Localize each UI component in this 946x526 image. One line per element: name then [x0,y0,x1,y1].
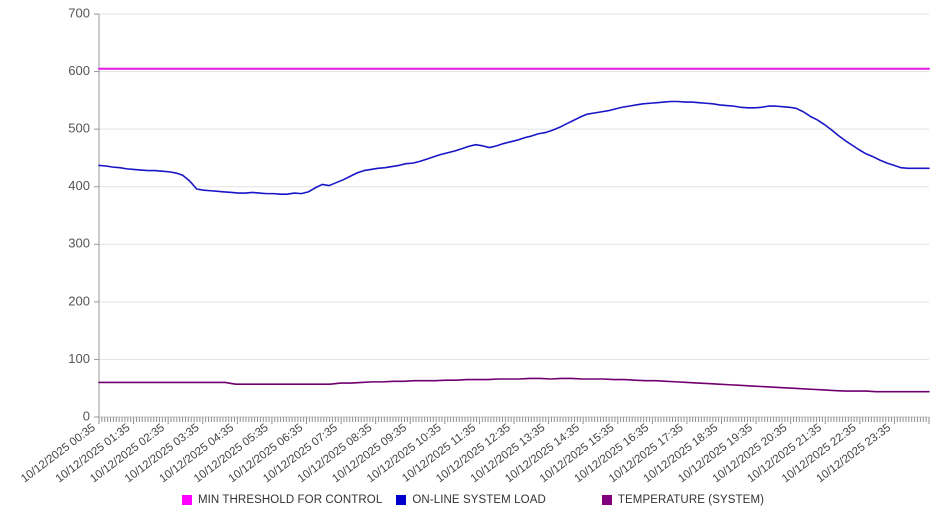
y-tick-label: 500 [68,121,90,136]
chart-legend: MIN THRESHOLD FOR CONTROL ON-LINE SYSTEM… [0,494,946,506]
series-line [98,100,930,195]
gridlines [99,13,929,360]
legend-item-label: TEMPERATURE (SYSTEM) [617,494,765,506]
y-tick-label: 700 [68,5,90,20]
y-tick-label: 300 [68,236,90,251]
y-tick-label: 100 [68,351,90,366]
legend-item-on-line-system-load[interactable]: ON-LINE SYSTEM LOAD [396,494,546,506]
legend-item-label: ON-LINE SYSTEM LOAD [412,494,546,506]
legend-item-temperature-system[interactable]: TEMPERATURE (SYSTEM) [601,494,765,506]
y-axis-tick-marks [94,13,99,418]
y-axis-tick-labels: 0 100 200 300 400 500 600 700 [68,5,90,423]
legend-item-label: MIN THRESHOLD FOR CONTROL [197,494,383,506]
axis-lines [98,14,929,418]
legend-item-min-threshold-for-control[interactable]: MIN THRESHOLD FOR CONTROL [181,494,383,506]
y-tick-label: 0 [83,408,90,423]
legend-swatch-icon [396,495,407,505]
series-line [98,377,930,393]
data-series-lines [98,67,930,393]
legend-swatch-icon [181,495,192,505]
x-axis-tick-marks [98,417,930,424]
y-tick-label: 200 [68,293,90,308]
y-tick-label: 400 [68,178,90,193]
legend-swatch-icon [601,495,612,505]
y-tick-label: 600 [68,63,90,78]
